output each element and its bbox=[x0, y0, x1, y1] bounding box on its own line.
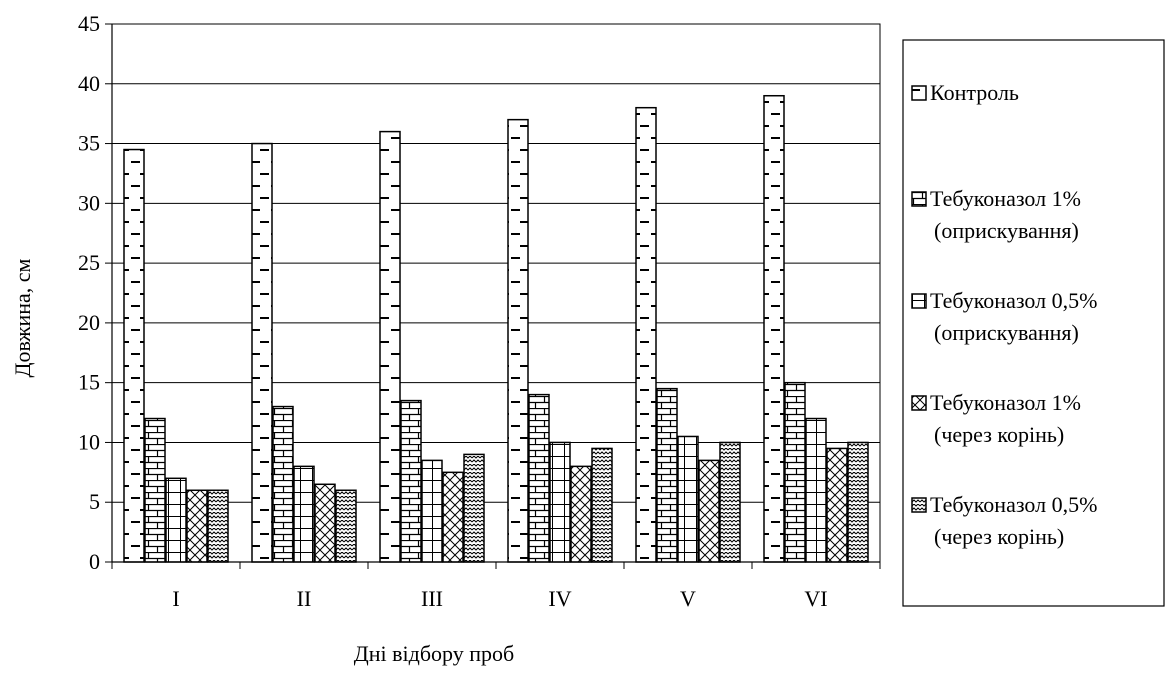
bar-5-IV bbox=[591, 447, 613, 563]
bar-3-VI bbox=[805, 417, 827, 563]
y-tick-label: 30 bbox=[78, 190, 100, 215]
y-tick-label: 10 bbox=[78, 429, 100, 454]
bar-5-I bbox=[207, 489, 229, 563]
bars bbox=[123, 94, 869, 563]
legend-label: Контроль bbox=[930, 80, 1019, 105]
bar-2-VI bbox=[784, 381, 806, 563]
legend-label: (через корінь) bbox=[934, 422, 1064, 447]
bar-1-II bbox=[251, 142, 273, 563]
bar-1-IV bbox=[507, 118, 529, 563]
legend-entry-4: Тебуконазол 1% (через корінь) bbox=[911, 390, 1081, 447]
legend-label: (оприскування) bbox=[934, 218, 1079, 243]
legend-entry-2: Тебуконазол 1% (оприскування) bbox=[911, 186, 1081, 243]
x-axis-label: Дні відбору проб bbox=[354, 641, 514, 666]
bar-4-I bbox=[186, 489, 208, 563]
bar-1-VI bbox=[763, 94, 785, 563]
legend-entry-1: Контроль bbox=[911, 80, 1019, 105]
bar-2-I bbox=[144, 417, 166, 563]
bar-1-I bbox=[123, 148, 145, 563]
legend-frame bbox=[902, 39, 1165, 607]
bar-4-IV bbox=[570, 465, 592, 563]
y-tick-label: 35 bbox=[78, 131, 100, 156]
y-tick-label: 40 bbox=[78, 71, 100, 96]
bar-2-V bbox=[656, 387, 678, 563]
bar-2-IV bbox=[528, 393, 550, 563]
bar-5-VI bbox=[847, 441, 869, 563]
legend-entry-3: Тебуконазол 0,5% (оприскування) bbox=[911, 288, 1097, 345]
x-tick-label: V bbox=[680, 586, 696, 611]
y-axis-label: Довжина, см bbox=[10, 258, 35, 377]
x-tick-label: IV bbox=[548, 586, 571, 611]
legend-label: Тебуконазол 1% bbox=[930, 390, 1081, 415]
bar-1-III bbox=[379, 130, 401, 563]
bar-3-V bbox=[677, 435, 699, 563]
y-tick-label: 0 bbox=[89, 549, 100, 574]
legend-label: (оприскування) bbox=[934, 320, 1079, 345]
legend-label: Тебуконазол 1% bbox=[930, 186, 1081, 211]
legend-entry-5: Тебуконазол 0,5% (через корінь) bbox=[911, 492, 1097, 549]
bar-3-II bbox=[293, 465, 315, 563]
bar-5-V bbox=[719, 441, 741, 563]
x-tick-label: VI bbox=[804, 586, 827, 611]
y-tick-label: 20 bbox=[78, 310, 100, 335]
bar-2-III bbox=[400, 399, 422, 563]
bar-4-V bbox=[698, 459, 720, 563]
x-tick-label: III bbox=[421, 586, 443, 611]
bar-3-I bbox=[165, 477, 187, 563]
bar-4-III bbox=[442, 471, 464, 563]
bar-4-VI bbox=[826, 447, 848, 563]
bar-5-III bbox=[463, 453, 485, 563]
y-tick-label: 15 bbox=[78, 370, 100, 395]
legend-swatch bbox=[911, 497, 927, 513]
bar-3-III bbox=[421, 459, 443, 563]
legend-swatch bbox=[911, 395, 927, 411]
x-tick-label: II bbox=[297, 586, 312, 611]
legend-swatch bbox=[911, 85, 927, 101]
bar-3-IV bbox=[549, 441, 571, 563]
bar-2-II bbox=[272, 405, 294, 563]
bar-1-V bbox=[635, 106, 657, 563]
legend-label: Тебуконазол 0,5% bbox=[930, 492, 1097, 517]
legend-label: Тебуконазол 0,5% bbox=[930, 288, 1097, 313]
legend-label: (через корінь) bbox=[934, 524, 1064, 549]
bar-5-II bbox=[335, 489, 357, 563]
x-tick-label: I bbox=[172, 586, 179, 611]
y-tick-label: 45 bbox=[78, 11, 100, 36]
y-tick-label: 25 bbox=[78, 250, 100, 275]
bar-4-II bbox=[314, 483, 336, 563]
legend-swatch bbox=[911, 293, 927, 309]
y-tick-label: 5 bbox=[89, 489, 100, 514]
legend-swatch bbox=[911, 191, 927, 207]
